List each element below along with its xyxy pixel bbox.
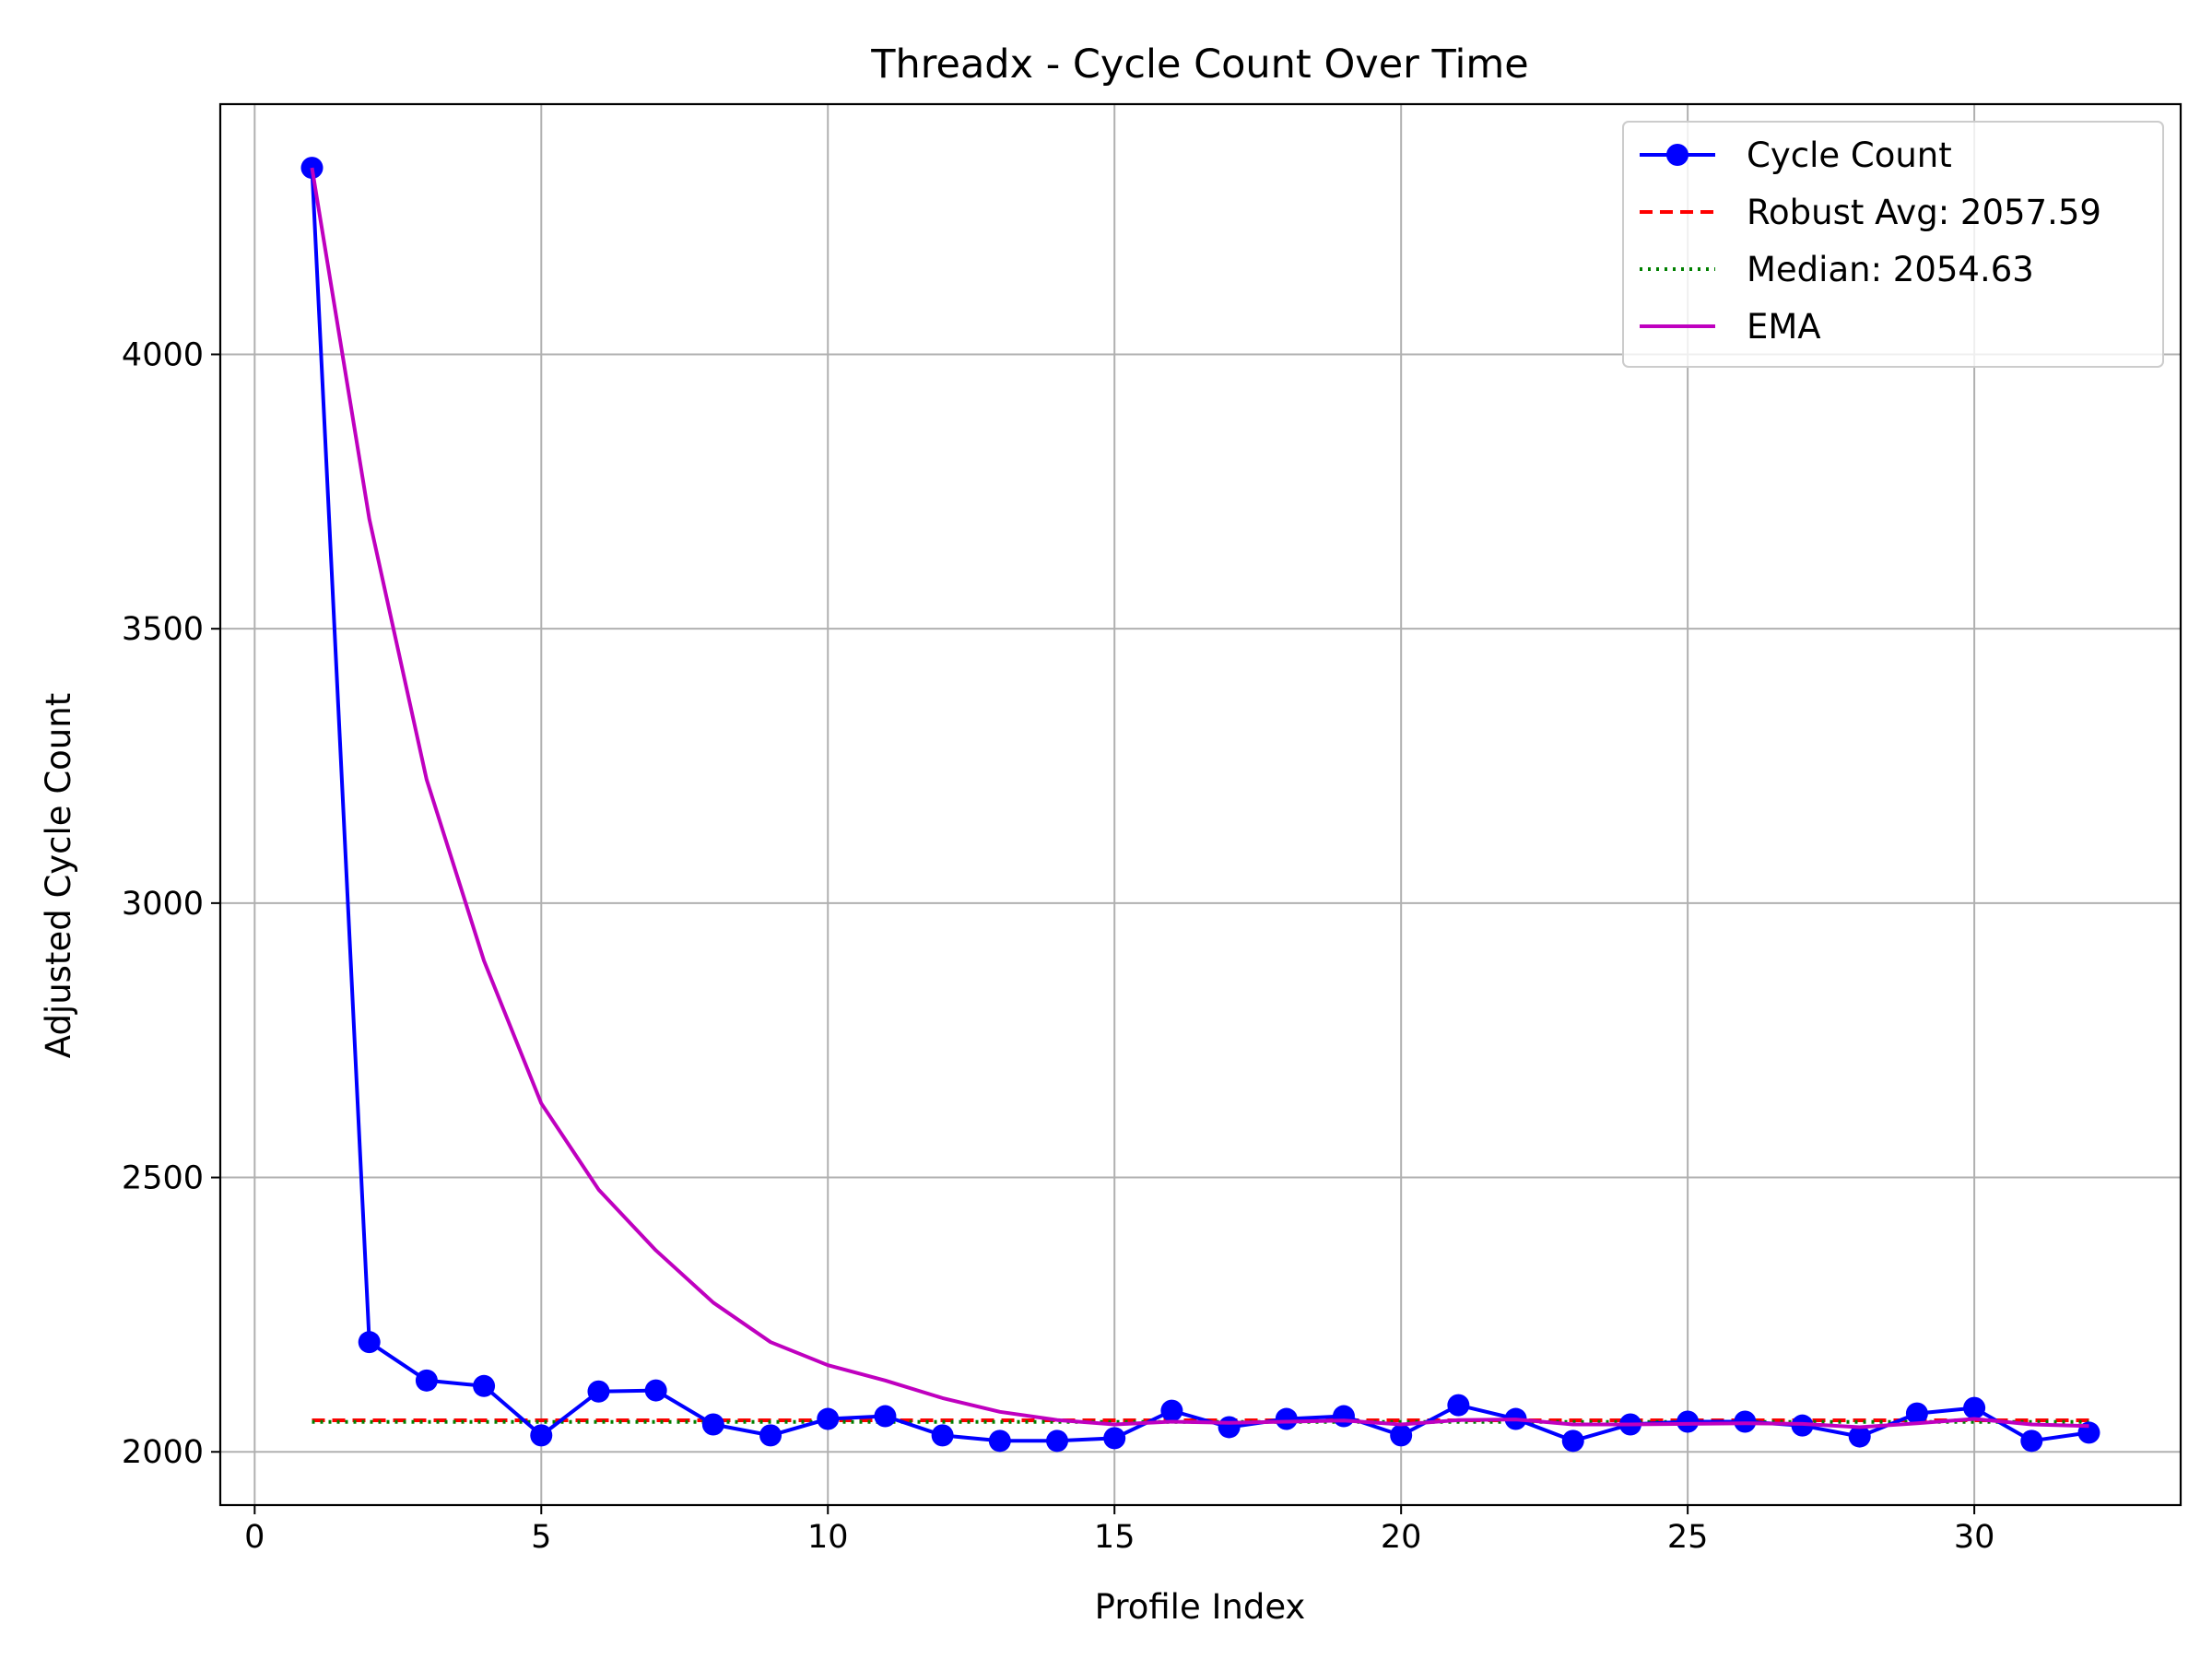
legend-box <box>1622 121 2164 368</box>
data-point <box>759 1424 782 1447</box>
series-layer <box>300 157 2100 1453</box>
y-tick-label: 3000 <box>122 886 204 923</box>
y-tick-label: 2500 <box>122 1160 204 1197</box>
plot-frame <box>218 102 2183 1507</box>
data-point <box>644 1379 667 1402</box>
y-tick-label: 4000 <box>122 336 204 373</box>
x-tick-label: 5 <box>531 1519 551 1556</box>
data-point <box>988 1430 1011 1453</box>
data-point <box>1103 1427 1126 1450</box>
data-point <box>1218 1416 1241 1439</box>
legend: Cycle Count Robust Avg: 2057.59 Median: 20… <box>1622 121 2164 368</box>
data-point <box>1905 1402 1928 1425</box>
data-point <box>1561 1430 1584 1453</box>
x-tick-label: 10 <box>807 1519 849 1556</box>
x-tick-label: 20 <box>1381 1519 1422 1556</box>
data-point <box>931 1424 954 1447</box>
data-point <box>1390 1424 1413 1447</box>
legend-label: Robust Avg: 2057.59 <box>1747 193 2101 232</box>
chart-title: Threadx - Cycle Count Over Time <box>870 41 1529 88</box>
data-point <box>473 1374 496 1397</box>
x-tick-label: 0 <box>244 1519 265 1556</box>
data-point <box>874 1405 897 1428</box>
ticks: 0 5 10 15 20 25 30 2000 2500 3000 3500 4000 <box>122 336 1994 1556</box>
x-tick-label: 15 <box>1094 1519 1135 1556</box>
x-tick-label: 30 <box>1954 1519 1995 1556</box>
data-point <box>1447 1394 1470 1417</box>
data-point <box>1275 1407 1298 1430</box>
y-tick-label: 3500 <box>122 611 204 648</box>
data-point <box>1848 1425 1871 1448</box>
data-point <box>358 1331 381 1354</box>
y-axis-label: Adjusted Cycle Count <box>39 693 78 1058</box>
data-point <box>1677 1410 1700 1433</box>
y-tick-label: 2000 <box>122 1434 204 1471</box>
data-point <box>701 1413 724 1436</box>
grid <box>220 104 2181 1505</box>
legend-label: EMA <box>1747 307 1821 347</box>
legend-marker <box>1666 144 1688 166</box>
legend-label: Median: 2054.63 <box>1747 250 2034 289</box>
data-point <box>300 157 324 180</box>
data-point <box>1332 1405 1355 1428</box>
legend-label: Cycle Count <box>1747 135 1952 175</box>
data-point <box>587 1380 610 1403</box>
data-point <box>1963 1396 1986 1419</box>
x-axis-label: Profile Index <box>1095 1587 1306 1627</box>
data-point <box>2020 1430 2043 1453</box>
series-line-ema <box>310 167 2089 1430</box>
data-point <box>1160 1399 1183 1422</box>
data-point <box>817 1407 840 1430</box>
data-point <box>1046 1430 1069 1453</box>
data-point <box>415 1369 438 1392</box>
x-tick-label: 25 <box>1667 1519 1709 1556</box>
data-point <box>530 1424 553 1447</box>
